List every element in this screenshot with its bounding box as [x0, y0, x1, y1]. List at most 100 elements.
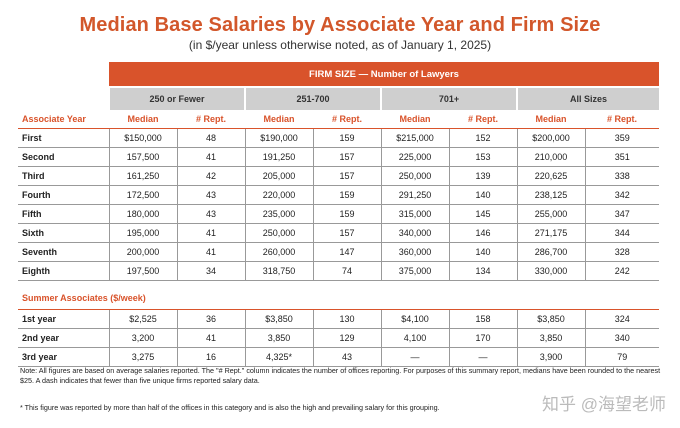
median-cell: 180,000	[108, 204, 177, 224]
rept-cell: 340	[584, 328, 659, 348]
rept-cell: 43	[176, 185, 245, 205]
median-cell: 3,200	[108, 328, 177, 348]
col-rept: # Rept.	[177, 110, 245, 129]
table-row: 1st year $2,525 36 $3,850 130 $4,100 158 $3,850…	[18, 309, 659, 329]
rept-cell: 43	[312, 347, 381, 367]
median-cell: 250,000	[380, 166, 449, 186]
median-cell: 3,900	[516, 347, 585, 367]
rept-cell: 74	[312, 261, 381, 281]
median-cell: 315,000	[380, 204, 449, 224]
table-row: Fourth 172,500 43 220,000 159 291,250 140 238,1…	[18, 185, 659, 205]
rept-cell: 157	[312, 223, 381, 243]
rept-cell: 16	[176, 347, 245, 367]
median-cell: 172,500	[108, 185, 177, 205]
median-cell: 191,250	[244, 147, 313, 167]
rept-cell: 146	[448, 223, 517, 243]
median-cell: 161,250	[108, 166, 177, 186]
table-row: First $150,000 48 $190,000 159 $215,000 152 $20…	[18, 128, 659, 148]
median-cell: 220,625	[516, 166, 585, 186]
median-cell: 225,000	[380, 147, 449, 167]
rept-cell: 351	[584, 147, 659, 167]
rept-cell: 342	[584, 185, 659, 205]
median-cell: 195,000	[108, 223, 177, 243]
median-cell: 3,850	[244, 328, 313, 348]
rept-cell: 328	[584, 242, 659, 262]
rept-cell: 170	[448, 328, 517, 348]
median-cell: 197,500	[108, 261, 177, 281]
table-row: Sixth 195,000 41 250,000 157 340,000 146 271,17…	[18, 223, 659, 243]
row-label: Eighth	[18, 261, 109, 281]
median-cell: 271,175	[516, 223, 585, 243]
rept-cell: 157	[312, 147, 381, 167]
table-footnote: * This figure was reported by more than …	[20, 403, 440, 412]
row-label: Third	[18, 166, 109, 186]
rept-cell: 159	[312, 128, 381, 148]
median-cell: 255,000	[516, 204, 585, 224]
median-cell: $215,000	[380, 128, 449, 148]
table-row: Fifth 180,000 43 235,000 159 315,000 145 255,00…	[18, 204, 659, 224]
table-row: Eighth 197,500 34 318,750 74 375,000 134 330,00…	[18, 261, 659, 281]
rept-cell: 42	[176, 166, 245, 186]
col-median: Median	[109, 110, 177, 129]
median-cell: $3,850	[244, 309, 313, 329]
page-subtitle: (in $/year unless otherwise noted, as of…	[188, 38, 492, 52]
median-cell: 3,850	[516, 328, 585, 348]
rept-cell: 140	[448, 242, 517, 262]
median-cell: $190,000	[244, 128, 313, 148]
median-cell: $150,000	[108, 128, 177, 148]
rept-cell: 140	[448, 185, 517, 205]
table-row: 3rd year 3,275 16 4,325* 43— —3,900 79	[18, 347, 659, 367]
rept-cell: 41	[176, 328, 245, 348]
median-cell: $2,525	[108, 309, 177, 329]
rept-cell: —	[448, 347, 517, 367]
row-label: First	[18, 128, 109, 148]
median-cell: 205,000	[244, 166, 313, 186]
table-row: Third 161,250 42 205,000 157 250,000 139 220,62…	[18, 166, 659, 186]
rept-cell: 41	[176, 242, 245, 262]
median-cell: 318,750	[244, 261, 313, 281]
rept-cell: 344	[584, 223, 659, 243]
rept-cell: 43	[176, 204, 245, 224]
rept-cell: 145	[448, 204, 517, 224]
summer-section-label: Summer Associates ($/week)	[18, 287, 659, 310]
median-cell: 210,000	[516, 147, 585, 167]
col-rept: # Rept.	[585, 110, 659, 129]
median-cell: —	[380, 347, 449, 367]
col-median: Median	[245, 110, 313, 129]
rept-cell: 158	[448, 309, 517, 329]
page-title: Median Base Salaries by Associate Year a…	[79, 14, 601, 36]
salary-table: FIRM SIZE — Number of Lawyers 250 or Few…	[18, 62, 659, 367]
table-row: 2nd year 3,200 41 3,850 129 4,100 170 3,850 340	[18, 328, 659, 348]
rept-cell: 130	[312, 309, 381, 329]
table-row: Second 157,500 41 191,250 157 225,000 153 210,0…	[18, 147, 659, 167]
median-cell: 360,000	[380, 242, 449, 262]
rept-cell: 159	[312, 204, 381, 224]
row-label: 1st year	[18, 309, 109, 329]
median-cell: 291,250	[380, 185, 449, 205]
rept-cell: 36	[176, 309, 245, 329]
row-label: 3rd year	[18, 347, 109, 367]
row-label: Fourth	[18, 185, 109, 205]
row-label: Second	[18, 147, 109, 167]
row-label: Seventh	[18, 242, 109, 262]
group-header: 250 or Fewer	[108, 87, 245, 110]
group-header: 701+	[380, 87, 517, 110]
median-cell: 340,000	[380, 223, 449, 243]
median-cell: $4,100	[380, 309, 449, 329]
group-header: All Sizes	[516, 87, 659, 110]
median-cell: 235,000	[244, 204, 313, 224]
col-rept: # Rept.	[313, 110, 381, 129]
rept-cell: 157	[312, 166, 381, 186]
table-note: Note: All figures are based on average s…	[20, 366, 661, 385]
rept-cell: 338	[584, 166, 659, 186]
median-cell: 250,000	[244, 223, 313, 243]
rept-cell: 147	[312, 242, 381, 262]
table-row: Seventh 200,000 41 260,000 147 360,000 140 286,…	[18, 242, 659, 262]
median-cell: 4,100	[380, 328, 449, 348]
watermark: 知乎 @海望老师	[542, 395, 666, 414]
row-label: Sixth	[18, 223, 109, 243]
rept-cell: 324	[584, 309, 659, 329]
rept-cell: 242	[584, 261, 659, 281]
rept-cell: 152	[448, 128, 517, 148]
median-cell: 286,700	[516, 242, 585, 262]
